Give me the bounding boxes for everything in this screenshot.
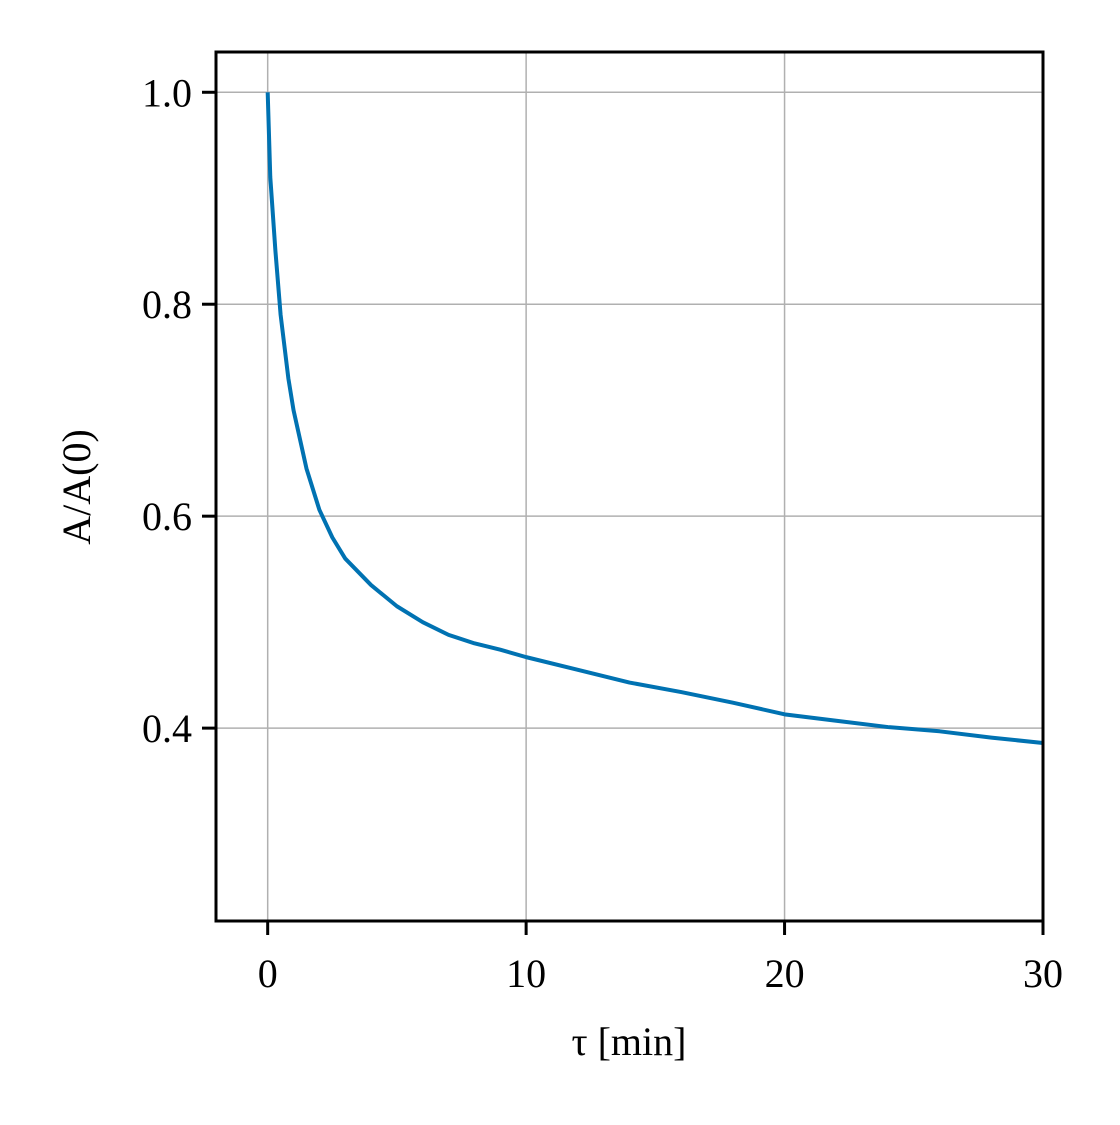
- data-line: [265, 92, 1044, 745]
- y-tick-label: 0.8: [142, 282, 192, 327]
- y-tick-label: 1.0: [142, 70, 192, 115]
- x-tick-label: 20: [765, 951, 805, 996]
- y-tick-label: 0.4: [142, 706, 192, 751]
- y-axis-label: A/A(0): [54, 429, 99, 545]
- x-tick-label: 30: [1023, 951, 1063, 996]
- y-tick-label: 0.6: [142, 494, 192, 539]
- x-tick-label: 10: [506, 951, 546, 996]
- plot-frame: [214, 50, 1045, 923]
- x-axis-label: τ [min]: [572, 1019, 687, 1064]
- x-tick-label: 0: [258, 951, 278, 996]
